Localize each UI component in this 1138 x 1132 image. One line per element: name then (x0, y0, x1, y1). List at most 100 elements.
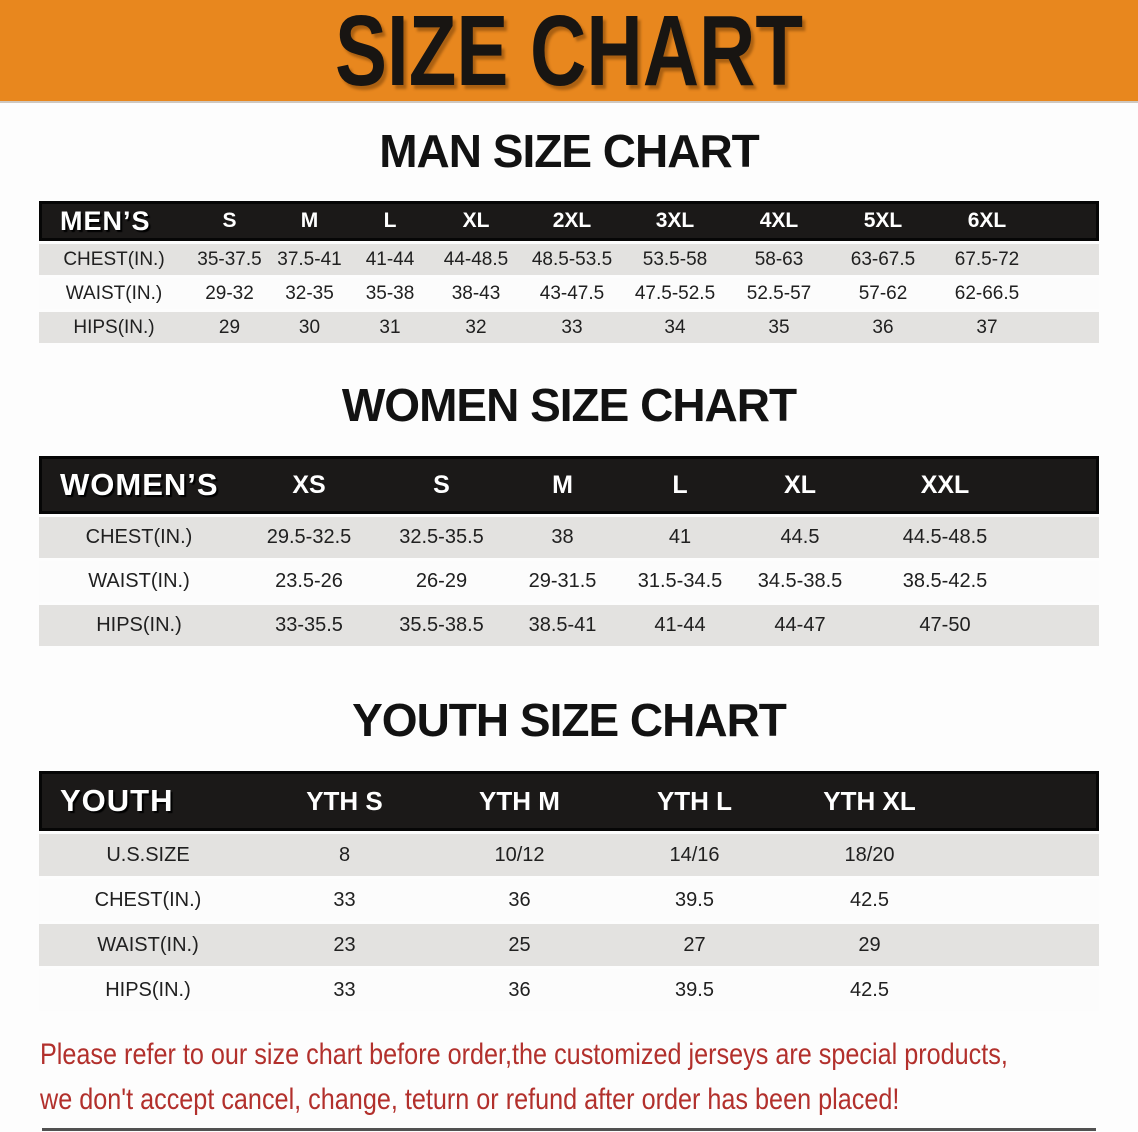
size-value-cell: 33 (333, 888, 356, 911)
size-value-cell: 10/12 (494, 843, 545, 866)
size-column-header: 5XL (831, 201, 935, 241)
header-spacer-cell (957, 771, 1099, 831)
size-value-cell: 35-38 (365, 282, 415, 304)
table-row: WAIST(IN.) 23.5-26 26-29 29-31.5 31.5-34.5 34… (39, 561, 1099, 602)
youth-section-title: YOUTH SIZE CHART (352, 694, 787, 746)
table-corner-label: YOUTH (39, 771, 257, 831)
row-spacer-cell (1029, 605, 1099, 646)
size-value-cell: 44.5-48.5 (902, 526, 988, 548)
disclaimer-line-2: we don't accept cancel, change, teturn o… (40, 1077, 1138, 1122)
row-spacer-cell (1029, 561, 1099, 602)
table-header-row: MEN’S S M L XL 2XL 3XL 4XL 5XL 6XL (39, 201, 1099, 241)
size-value-cell: 29-32 (205, 282, 254, 304)
banner: SIZE CHART (0, 0, 1138, 103)
row-label: U.S.SIZE (106, 843, 190, 866)
row-spacer-cell (1039, 312, 1099, 343)
size-value-cell: 29 (218, 316, 241, 338)
size-value-cell: 42.5 (850, 888, 889, 911)
row-label: HIPS(IN.) (73, 316, 155, 338)
size-value-cell: 39.5 (675, 978, 714, 1001)
size-value-cell: 14/16 (669, 843, 720, 866)
row-spacer-cell (957, 924, 1099, 966)
row-label: CHEST(IN.) (85, 526, 193, 548)
size-column-header: S (189, 201, 270, 241)
size-column-header: YTH M (432, 771, 607, 831)
women-section-title: WOMEN SIZE CHART (341, 379, 797, 431)
section-youth: YOUTH SIZE CHART YOUTH YTH S YTH M YTH L YTH… (0, 697, 1138, 1014)
size-value-cell: 39.5 (675, 888, 714, 911)
size-column-header: L (349, 201, 431, 241)
row-spacer-cell (957, 969, 1099, 1011)
disclaimer-line-2-text: we don't accept cancel, change, teturn o… (40, 1083, 900, 1116)
size-value-cell: 62-66.5 (954, 282, 1020, 304)
table-row: U.S.SIZE 8 10/12 14/16 18/20 (39, 834, 1099, 876)
table-row: HIPS(IN.) 33-35.5 35.5-38.5 38.5-41 41-44 44-… (39, 605, 1099, 646)
size-value-cell: 27 (683, 933, 706, 956)
table-header-row: YOUTH YTH S YTH M YTH L YTH XL (39, 771, 1099, 831)
size-value-cell: 8 (338, 843, 351, 866)
size-value-cell: 32 (465, 316, 487, 338)
size-value-cell: 18/20 (844, 843, 895, 866)
size-value-cell: 35.5-38.5 (399, 614, 484, 636)
row-label: CHEST(IN.) (94, 888, 202, 911)
size-value-cell: 43-47.5 (539, 282, 605, 304)
size-column-header: M (504, 456, 621, 514)
size-value-cell: 32-35 (285, 282, 334, 304)
size-value-cell: 36 (872, 316, 894, 338)
row-label: HIPS(IN.) (96, 614, 182, 636)
size-column-header: XL (739, 456, 861, 514)
size-value-cell: 29 (858, 933, 881, 956)
size-value-cell: 31 (379, 316, 401, 338)
size-value-cell: 38 (551, 526, 574, 548)
size-column-header: YTH XL (782, 771, 957, 831)
men-size-table: MEN’S S M L XL 2XL 3XL 4XL 5XL 6XL CHEST(IN.) 35-37… (39, 198, 1099, 346)
size-value-cell: 53.5-58 (642, 248, 708, 270)
size-value-cell: 57-62 (858, 282, 908, 304)
table-corner-label: WOMEN’S (39, 456, 239, 514)
table-corner-label: MEN’S (39, 201, 189, 241)
section-men: MAN SIZE CHART MEN’S S M L XL 2XL 3XL 4XL 5XL 6XL… (0, 128, 1138, 346)
row-label: CHEST(IN.) (63, 248, 165, 270)
size-value-cell: 38-43 (451, 282, 501, 304)
size-column-header: 3XL (623, 201, 727, 241)
size-value-cell: 44-48.5 (443, 248, 509, 270)
size-value-cell: 32.5-35.5 (399, 526, 484, 548)
size-value-cell: 23 (333, 933, 356, 956)
size-value-cell: 63-67.5 (850, 248, 916, 270)
table-row: CHEST(IN.) 29.5-32.5 32.5-35.5 38 41 44.5 44.5… (39, 517, 1099, 558)
size-value-cell: 35 (768, 316, 790, 338)
size-value-cell: 29.5-32.5 (266, 526, 352, 548)
row-spacer-cell (957, 879, 1099, 921)
size-column-header: YTH L (607, 771, 782, 831)
bottom-divider (42, 1128, 1096, 1131)
size-value-cell: 23.5-26 (275, 570, 343, 592)
size-value-cell: 31.5-34.5 (637, 570, 723, 592)
size-value-cell: 33 (333, 978, 356, 1001)
size-column-header: M (270, 201, 349, 241)
row-spacer-cell (957, 834, 1099, 876)
size-value-cell: 35-37.5 (197, 248, 262, 270)
size-value-cell: 41 (668, 526, 692, 548)
size-column-header: XL (431, 201, 521, 241)
size-value-cell: 25 (508, 933, 531, 956)
size-value-cell: 41-44 (654, 614, 706, 636)
size-column-header: 6XL (935, 201, 1039, 241)
size-value-cell: 41-44 (365, 248, 415, 270)
table-header-row: WOMEN’S XS S M L XL XXL (39, 456, 1099, 514)
table-row: HIPS(IN.) 29 30 31 32 33 34 35 36 37 (39, 312, 1099, 343)
size-value-cell: 67.5-72 (954, 248, 1020, 270)
table-row: CHEST(IN.) 35-37.5 37.5-41 41-44 44-48.5 48.5… (39, 244, 1099, 275)
size-value-cell: 38.5-42.5 (902, 570, 988, 592)
size-value-cell: 52.5-57 (746, 282, 812, 304)
size-value-cell: 34 (664, 316, 686, 338)
women-size-table: WOMEN’S XS S M L XL XXL CHEST(IN.) 29.5-32.5 32.5… (39, 453, 1099, 649)
table-row: HIPS(IN.) 33 36 39.5 42.5 (39, 969, 1099, 1011)
size-value-cell: 37 (976, 316, 998, 338)
row-spacer-cell (1039, 244, 1099, 275)
size-column-header: 2XL (521, 201, 623, 241)
row-label: WAIST(IN.) (65, 282, 163, 304)
size-value-cell: 30 (298, 316, 321, 338)
header-spacer-cell (1029, 456, 1099, 514)
table-row: WAIST(IN.) 29-32 32-35 35-38 38-43 43-47.5 47.… (39, 278, 1099, 309)
